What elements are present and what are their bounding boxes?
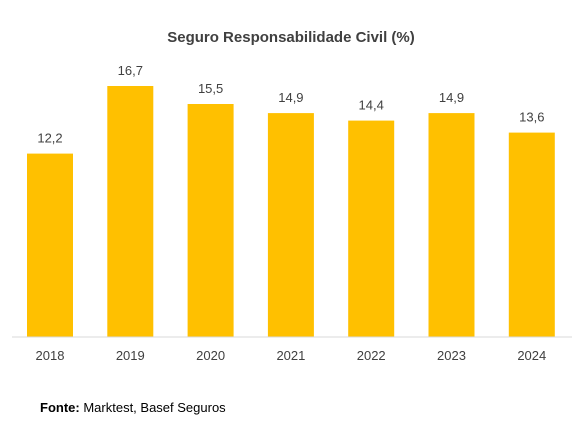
data-label-2019: 16,7	[118, 63, 143, 78]
bar-2020	[187, 104, 234, 337]
data-label-2018: 12,2	[37, 131, 62, 146]
x-tick-label-2021: 2021	[276, 348, 305, 363]
tick-labels-group: 2018 2019 2020 2021 2022 2023 2024	[36, 348, 547, 363]
x-tick-label-2024: 2024	[517, 348, 546, 363]
x-tick-label-2020: 2020	[196, 348, 225, 363]
chart-title: Seguro Responsabilidade Civil (%)	[167, 29, 415, 46]
source-text: Marktest, Basef Seguros	[83, 400, 226, 415]
bar-2021	[267, 113, 314, 337]
data-label-2021: 14,9	[278, 90, 303, 105]
source-label: Fonte:	[40, 400, 80, 415]
data-label-2020: 15,5	[198, 81, 223, 96]
data-label-2022: 14,4	[359, 98, 384, 113]
x-tick-label-2018: 2018	[36, 348, 65, 363]
bar-2023	[428, 113, 475, 337]
bar-2022	[348, 120, 395, 337]
x-tick-label-2023: 2023	[437, 348, 466, 363]
data-labels-group: 12,2 16,7 15,5 14,9 14,4 14,9 13,6	[37, 63, 544, 146]
bar-2024	[508, 132, 555, 337]
bar-2019	[107, 86, 154, 337]
bar-2018	[27, 153, 73, 337]
data-label-2024: 13,6	[519, 110, 544, 125]
data-label-2023: 14,9	[439, 90, 464, 105]
source-note: Fonte: Marktest, Basef Seguros	[40, 400, 226, 415]
x-tick-label-2019: 2019	[116, 348, 145, 363]
bars-group	[27, 86, 555, 337]
x-tick-label-2022: 2022	[357, 348, 386, 363]
